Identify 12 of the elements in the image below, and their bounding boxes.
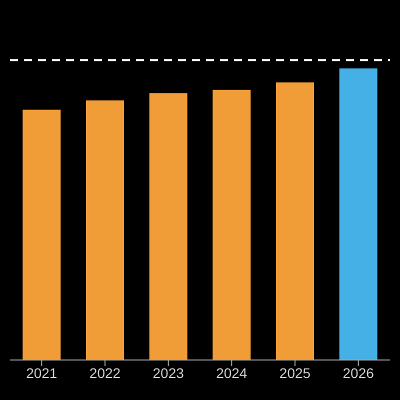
- x-tick-label: 2025: [279, 364, 311, 381]
- bar: [149, 93, 188, 360]
- x-tick-label: 2026: [342, 364, 374, 381]
- x-tick-label: 2022: [89, 364, 121, 381]
- x-tick-label: 2024: [216, 364, 248, 381]
- bar: [86, 100, 124, 360]
- bar: [339, 68, 378, 360]
- x-tick-label: 2021: [26, 364, 58, 381]
- x-tick-label: 2023: [152, 364, 184, 381]
- bar: [212, 90, 251, 360]
- bar: [276, 82, 314, 360]
- bar: [22, 110, 61, 360]
